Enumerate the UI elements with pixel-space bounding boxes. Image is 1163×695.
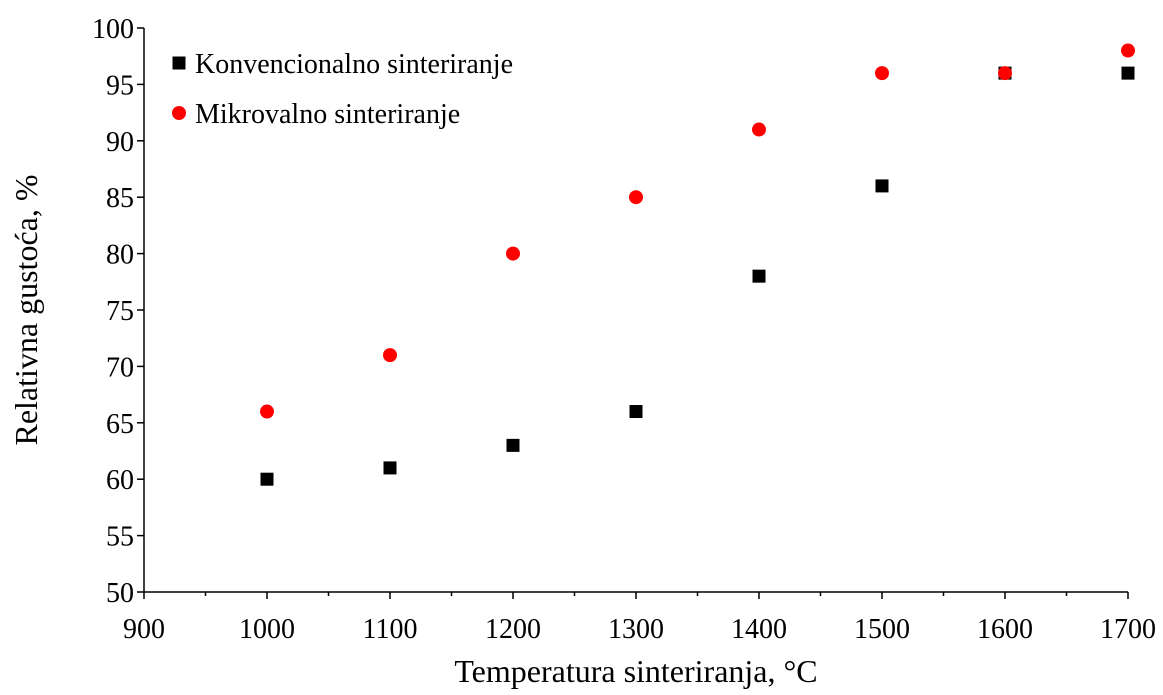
legend-marker [172,56,186,70]
y-tick-label: 90 [106,127,134,158]
x-tick-label: 1000 [239,614,295,645]
microwave-point [506,246,520,261]
y-tick-label: 55 [106,522,134,553]
conventional-point [260,472,274,486]
legend-marker [172,106,186,120]
microwave-point [629,190,643,205]
microwave-point [260,404,274,419]
x-tick-label: 1600 [977,614,1033,645]
conventional-point [383,461,397,475]
y-tick-label: 65 [106,409,134,440]
y-tick-label: 80 [106,240,134,271]
conventional-point [1121,66,1135,80]
x-axis-title: Temperatura sinteriranja, °C [454,653,817,689]
legend: Konvencionalno sinteriranje Mikrovalno si… [172,49,513,130]
microwave-point [383,348,397,363]
legend-label: Konvencionalno sinteriranje [195,49,513,80]
y-tick-label: 75 [106,296,134,327]
x-tick-label: 1700 [1100,614,1156,645]
conventional-point [629,405,643,419]
conventional-point [752,269,766,283]
x-tick-label: 900 [123,614,165,645]
y-ticks: 50 55 60 65 70 75 80 85 90 95 100 [92,14,144,609]
y-tick-label: 50 [106,578,134,609]
data-points [260,43,1135,486]
microwave-point [1121,43,1135,58]
microwave-point [752,122,766,137]
x-tick-label: 1500 [854,614,910,645]
x-tick-label: 1400 [731,614,787,645]
y-tick-label: 85 [106,183,134,214]
conventional-point [875,179,889,193]
y-axis-title: Relativna gustoća, % [8,174,44,445]
x-tick-label: 1100 [363,614,418,645]
conventional-point [506,438,520,452]
y-tick-label: 95 [106,70,134,101]
y-tick-label: 100 [92,14,134,45]
microwave-point [998,66,1012,81]
x-tick-label: 1300 [608,614,664,645]
x-ticks: 900 1000 1100 1200 1300 1400 1500 1600 1700 [123,592,1156,645]
y-tick-label: 60 [106,465,134,496]
y-tick-label: 70 [106,352,134,383]
x-tick-label: 1200 [485,614,541,645]
microwave-point [875,66,889,81]
legend-label: Mikrovalno sinteriranje [195,99,460,130]
